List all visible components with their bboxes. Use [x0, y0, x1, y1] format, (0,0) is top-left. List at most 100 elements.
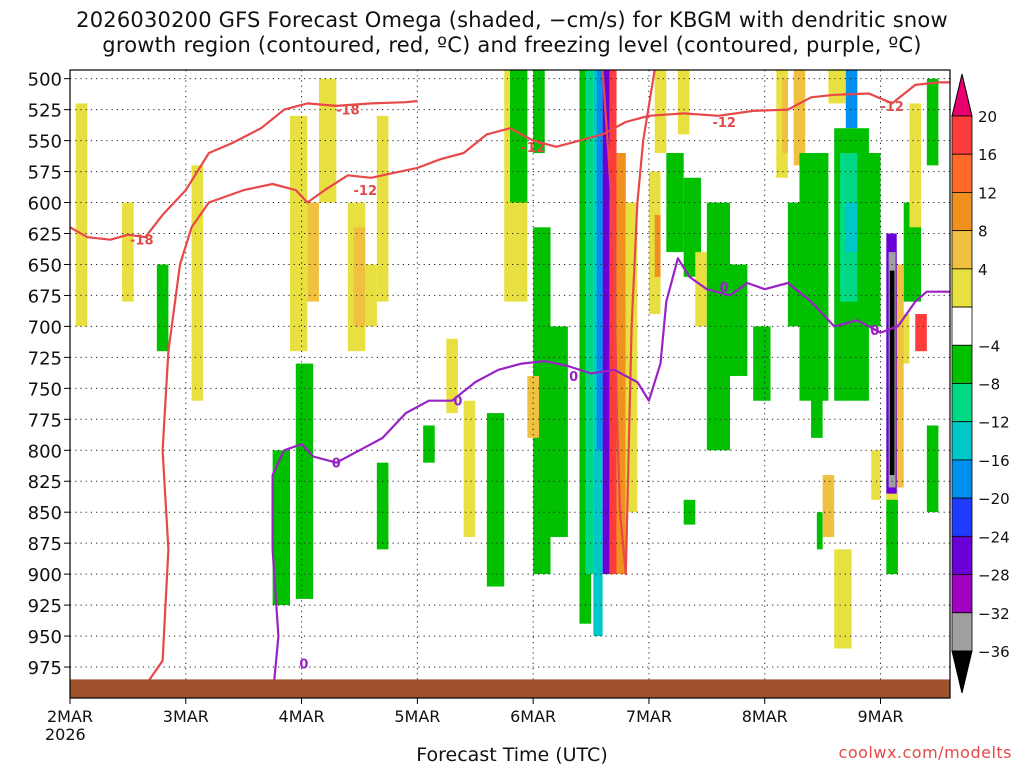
omega-shade-region — [423, 425, 435, 463]
contour-label: 0 — [569, 370, 578, 385]
omega-shade-region — [533, 227, 551, 575]
colorbar-segment — [951, 344, 973, 384]
omega-shade-region — [782, 78, 788, 153]
omega-shade-region — [889, 270, 895, 476]
colorbar-label: −20 — [978, 490, 1010, 508]
omega-shade-region — [799, 152, 829, 401]
colorbar-segment — [951, 306, 973, 346]
omega-shade-region — [510, 70, 528, 203]
colorbar-label: −4 — [978, 337, 1000, 355]
omega-shade-region — [654, 70, 667, 153]
colorbar-label: −36 — [978, 643, 1010, 661]
contour-label: 0 — [720, 281, 729, 296]
omega-shade-region — [486, 413, 505, 587]
colorbar-label: 4 — [978, 261, 988, 279]
dgz-temperature-contour — [70, 99, 418, 241]
contour-label: -18 — [336, 104, 360, 119]
colorbar-label: 16 — [978, 146, 997, 164]
x-tick-label: 4MAR — [279, 707, 325, 726]
omega-shade-region — [822, 475, 835, 537]
colorbar-segment — [951, 497, 973, 537]
y-tick-label: 675 — [28, 286, 62, 307]
y-tick-label: 875 — [28, 534, 62, 555]
omega-shade-region — [596, 70, 603, 451]
x-tick-label: 3MAR — [163, 707, 209, 726]
omega-shade-region — [871, 450, 881, 500]
terrain-ground — [70, 679, 950, 698]
watermark: coolwx.com/modelts — [838, 743, 1012, 762]
omega-shade-region — [828, 70, 846, 104]
colorbar-top-triangle — [951, 73, 973, 117]
x-tick-label: 2MAR — [47, 707, 93, 726]
omega-shade-region — [550, 326, 568, 537]
y-tick-label: 500 — [28, 70, 62, 91]
contour-label: 0 — [299, 657, 308, 672]
omega-shade-region — [677, 70, 690, 135]
colorbar-label: 20 — [978, 108, 997, 126]
omega-shade-region — [915, 314, 927, 352]
omega-shade-region — [376, 115, 389, 302]
dgz-temperature-contour — [127, 81, 950, 698]
omega-shade-region — [845, 70, 858, 129]
colorbar-bottom-triangle — [951, 650, 973, 694]
x-tick-label: 9MAR — [858, 707, 904, 726]
colorbar-segment — [951, 459, 973, 499]
x-tick-label: 6MAR — [510, 707, 556, 726]
colorbar-segment — [951, 421, 973, 461]
omega-shade-region — [533, 70, 545, 153]
omega-shade-region — [585, 70, 594, 575]
omega-shade-region — [816, 512, 823, 550]
y-tick-label: 925 — [28, 596, 62, 617]
y-tick-label: 825 — [28, 472, 62, 493]
omega-shade-region — [353, 227, 366, 327]
x-year-label: 2026 — [45, 725, 86, 744]
colorbar-segment — [951, 192, 973, 232]
omega-shade-region — [527, 375, 539, 438]
omega-shade-region — [290, 115, 308, 352]
omega-shade-region — [811, 363, 823, 438]
y-tick-label: 950 — [28, 627, 62, 648]
contour-label: -12 — [521, 141, 545, 156]
y-tick-label: 550 — [28, 132, 62, 153]
colorbar-segment — [951, 230, 973, 270]
omega-shade-region — [753, 326, 771, 401]
omega-shade-region — [776, 70, 788, 178]
colorbar-label: −12 — [978, 414, 1010, 432]
colorbar-label: −28 — [978, 567, 1010, 585]
contour-label: 0 — [332, 457, 341, 472]
colorbar-segment — [951, 383, 973, 423]
colorbar-segment — [951, 574, 973, 614]
omega-shade-region — [156, 264, 169, 352]
omega-shade-region — [318, 78, 337, 203]
colorbar-segment — [951, 612, 973, 652]
chart-title-line-1: 2026030200 GFS Forecast Omega (shaded, −… — [76, 8, 948, 32]
omega-shade-region — [376, 462, 389, 550]
plot-area: -18 -18 -12 -12 -12 -12 0 0 0 0 0 0 — [70, 70, 950, 698]
omega-shade-region — [654, 214, 661, 277]
y-tick-label: 975 — [28, 658, 62, 679]
x-tick-label: 7MAR — [626, 707, 672, 726]
colorbar-segment — [951, 115, 973, 155]
y-tick-label: 725 — [28, 348, 62, 369]
y-tick-label: 575 — [28, 163, 62, 184]
colorbar-label: −24 — [978, 528, 1010, 546]
omega-shade-region — [122, 202, 134, 302]
omega-shade-region — [892, 264, 904, 488]
colorbar-segment — [951, 153, 973, 193]
contour-label: 0 — [453, 395, 462, 410]
y-tick-label: 850 — [28, 503, 62, 524]
colorbar-label: −32 — [978, 605, 1010, 623]
omega-shade-region — [857, 152, 881, 327]
plot-frame — [69, 69, 951, 699]
colorbar-label: −16 — [978, 452, 1010, 470]
chart-title-line-2: growth region (contoured, red, ºC) and f… — [102, 33, 922, 57]
dgz-temperature-contour — [601, 70, 656, 576]
omega-shade-region — [926, 425, 939, 513]
omega-shade-region — [75, 103, 88, 327]
y-tick-label: 525 — [28, 101, 62, 122]
contour-label: -12 — [880, 100, 904, 115]
x-axis-label: Forecast Time (UTC) — [416, 744, 608, 766]
omega-shade-region — [463, 400, 476, 537]
omega-shade-region — [307, 202, 319, 302]
